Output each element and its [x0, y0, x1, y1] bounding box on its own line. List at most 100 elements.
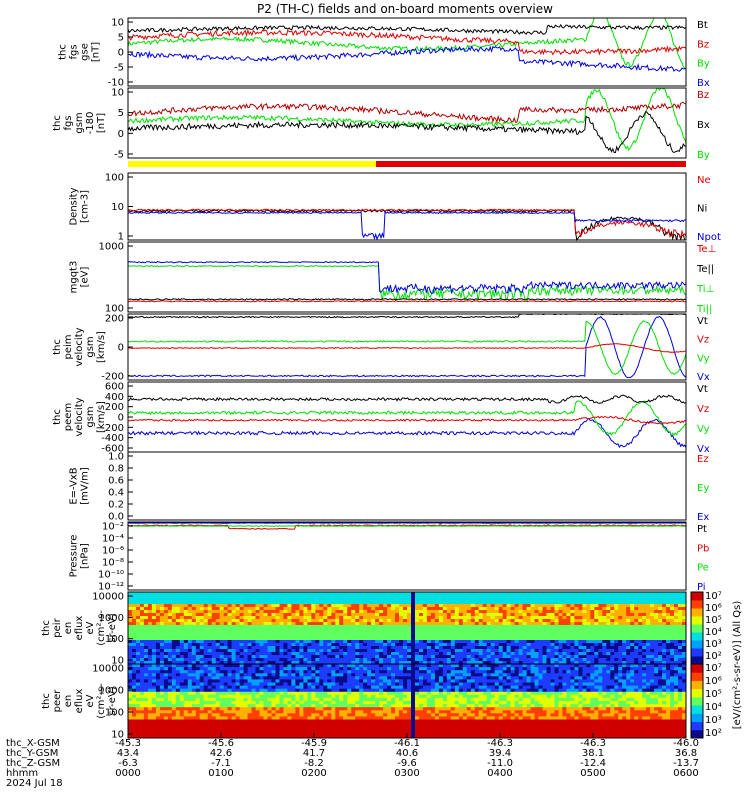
spectrogram-cell — [327, 592, 332, 596]
spectrogram-cell — [554, 607, 559, 611]
spectrogram-cell — [442, 691, 448, 696]
spectrogram-cell — [415, 622, 420, 626]
spectrogram-cell — [371, 613, 376, 617]
spectrogram-cell — [307, 694, 312, 699]
spectrogram-cell — [319, 616, 324, 620]
spectrogram-cell — [387, 592, 392, 596]
spectrogram-cell — [195, 679, 201, 683]
spectrogram-cell — [454, 691, 460, 696]
spectrogram-cell — [163, 613, 169, 617]
spectrogram-cell — [434, 655, 440, 659]
spectrogram-cell — [383, 625, 388, 629]
spectrogram-cell — [247, 694, 253, 699]
spectrogram-cell — [207, 685, 213, 690]
spectrogram-cell — [614, 640, 619, 644]
spectrogram-cell — [283, 619, 288, 623]
spectrogram-cell — [638, 628, 643, 632]
spectrogram-cell — [434, 637, 440, 641]
spectrogram-cell — [179, 667, 185, 671]
spectrogram-cell — [351, 637, 356, 641]
spectrogram-cell — [263, 682, 268, 687]
spectrogram-cell — [650, 667, 655, 671]
spectrogram-cell — [311, 616, 316, 620]
spectrogram-cell — [187, 652, 193, 656]
series-line-peim-velocity-0 — [127, 315, 687, 379]
spectrogram-cell — [128, 601, 133, 605]
spectrogram-cell — [506, 682, 512, 687]
spectrogram-cell — [478, 676, 484, 680]
spectrogram-cell — [566, 679, 571, 683]
spectrogram-cell — [482, 628, 488, 632]
spectrogram-cell — [642, 595, 647, 599]
spectrogram-cell — [331, 697, 336, 702]
spectrogram-cell — [570, 619, 575, 623]
spectrogram-cell — [502, 676, 508, 680]
spectrogram-cell — [578, 625, 583, 629]
spectrogram-cell — [331, 619, 336, 623]
spectrogram-cell — [155, 625, 161, 629]
spectrogram-cell — [634, 667, 639, 671]
spectrogram-cell — [610, 592, 615, 596]
spectrogram-cell — [494, 649, 500, 653]
spectrogram-cell — [442, 613, 448, 617]
spectrogram-cell — [387, 631, 392, 635]
spectrogram-cell — [566, 649, 571, 653]
spectrogram-cell — [140, 601, 145, 605]
spectrogram-cell — [251, 667, 257, 671]
spectrogram-cell — [403, 622, 408, 626]
spectrogram-cell — [606, 670, 611, 674]
spectrogram-cell — [630, 625, 635, 629]
spectrogram-cell — [247, 658, 253, 662]
spectrogram-cell — [315, 652, 320, 656]
spectrogram-cell — [263, 637, 268, 641]
spectrogram-cell — [678, 634, 683, 638]
spectrogram-cell — [586, 598, 591, 602]
spectrogram-cell — [255, 616, 260, 620]
spectrogram-cell — [311, 676, 316, 680]
spectrogram-cell — [267, 688, 272, 693]
spectrogram-cell — [187, 676, 193, 680]
spectrogram-cell — [315, 601, 320, 605]
spectrogram-cell — [147, 655, 153, 659]
spectrogram-cell — [128, 607, 133, 611]
spectrogram-cell — [662, 658, 667, 662]
spectrogram-cell — [183, 667, 189, 671]
spectrogram-cell — [626, 679, 631, 683]
spectrogram-cell — [422, 664, 428, 668]
spectrogram-cell — [159, 616, 165, 620]
spectrogram-cell — [610, 634, 615, 638]
spectrogram-cell — [171, 610, 177, 614]
spectrogram-cell — [339, 619, 344, 623]
spectrogram-cell — [251, 637, 257, 641]
spectrogram-cell — [355, 601, 360, 605]
spectrogram-cell — [666, 613, 671, 617]
spectrogram-cell — [598, 616, 603, 620]
spectrogram-cell — [295, 592, 300, 596]
spectrogram-cell — [287, 634, 292, 638]
spectrogram-cell — [490, 643, 496, 647]
spectrogram-cell — [506, 631, 512, 635]
spectrogram-cell — [618, 619, 623, 623]
spectrogram-cell — [331, 676, 336, 680]
spectrogram-cell — [339, 679, 344, 683]
spectrogram-cell — [478, 604, 484, 608]
spectrogram-cell — [682, 631, 687, 635]
spectrogram-cell — [391, 640, 396, 644]
spectrogram-cell — [299, 643, 304, 647]
spectrogram-cell — [203, 691, 209, 696]
spectrogram-cell — [446, 679, 452, 683]
spectrogram-cell — [642, 664, 647, 668]
spectrogram-cell — [658, 622, 663, 626]
spectrogram-cell — [283, 625, 288, 629]
spectrogram-cell — [343, 691, 348, 696]
spectrogram-cell — [666, 670, 671, 674]
spectrogram-cell — [446, 652, 452, 656]
spectrogram-cell — [618, 685, 623, 690]
spectrogram-cell — [307, 682, 312, 687]
spectrogram-cell — [391, 601, 396, 605]
spectrogram-cell — [415, 649, 420, 653]
spectrogram-cell — [450, 664, 456, 668]
spectrogram-cell — [434, 688, 440, 693]
spectrogram-cell — [586, 691, 591, 696]
spectrogram-cell — [407, 601, 412, 605]
